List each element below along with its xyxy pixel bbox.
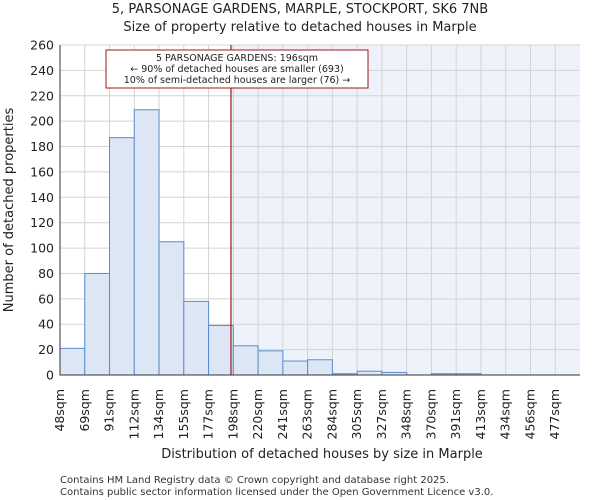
- y-tick-label: 140: [30, 190, 54, 205]
- x-axis-label: Distribution of detached houses by size …: [161, 447, 483, 462]
- x-tick-label: 155sqm: [176, 389, 191, 439]
- x-tick-label: 434sqm: [498, 389, 513, 439]
- footer-line-2: Contains public sector information licen…: [60, 487, 493, 498]
- annotation-line-2: ← 90% of detached houses are smaller (69…: [130, 64, 343, 75]
- bar: [59, 347, 86, 376]
- bar: [84, 272, 111, 376]
- y-tick-label: 120: [30, 215, 54, 230]
- y-tick-label: 0: [46, 368, 54, 383]
- x-tick-label: 456sqm: [522, 389, 537, 439]
- x-tick-label: 348sqm: [399, 389, 414, 439]
- y-tick-label: 20: [38, 342, 54, 357]
- x-tick-label: 69sqm: [77, 389, 92, 432]
- bar: [158, 241, 185, 376]
- x-tick-label: 391sqm: [448, 389, 463, 439]
- y-tick-label: 240: [30, 63, 54, 78]
- bar: [257, 350, 284, 376]
- highlight-region: [230, 45, 581, 375]
- bar: [307, 359, 333, 376]
- bar: [133, 109, 160, 376]
- bar: [232, 345, 259, 376]
- x-tick-label: 220sqm: [250, 389, 265, 439]
- y-tick-label: 100: [30, 241, 54, 256]
- y-tick-label: 220: [30, 88, 54, 103]
- x-tick-label: 112sqm: [126, 389, 141, 439]
- annotation-line-1: 5 PARSONAGE GARDENS: 196sqm: [156, 53, 318, 64]
- y-tick-label: 60: [38, 291, 54, 306]
- x-tick-label: 327sqm: [374, 389, 389, 439]
- chart-subtitle: Size of property relative to detached ho…: [123, 20, 476, 35]
- x-tick-label: 48sqm: [52, 389, 67, 432]
- y-tick-label: 180: [30, 139, 54, 154]
- x-tick-label: 413sqm: [473, 389, 488, 439]
- x-tick-label: 284sqm: [324, 389, 339, 439]
- x-tick-label: 370sqm: [423, 389, 438, 439]
- y-tick-label: 160: [30, 164, 54, 179]
- x-tick-label: 198sqm: [225, 389, 240, 439]
- x-tick-label: 477sqm: [547, 389, 562, 439]
- footer-line-1: Contains HM Land Registry data © Crown c…: [60, 475, 449, 486]
- y-tick-label: 200: [30, 114, 54, 129]
- bar: [356, 370, 383, 376]
- x-tick-label: 91sqm: [102, 389, 117, 432]
- annotation-line-3: 10% of semi-detached houses are larger (…: [124, 75, 351, 86]
- y-tick-label: 260: [30, 38, 54, 53]
- y-tick-label: 40: [38, 317, 54, 332]
- x-tick-label: 177sqm: [201, 389, 216, 439]
- x-tick-label: 305sqm: [349, 389, 364, 439]
- bar: [109, 137, 135, 376]
- bar: [208, 325, 234, 376]
- bar: [282, 360, 309, 376]
- y-tick-label: 80: [38, 266, 54, 281]
- x-tick-label: 241sqm: [275, 389, 290, 439]
- plot-area: 0 20 40 60 80 100 120 140 160 180 200 220 240 260 48sq…: [30, 38, 581, 439]
- bar: [183, 300, 210, 376]
- annotation-box: [105, 49, 369, 89]
- chart-title: 5, PARSONAGE GARDENS, MARPLE, STOCKPORT,…: [112, 2, 488, 17]
- y-axis-label: Number of detached properties: [2, 108, 17, 313]
- x-tick-label: 263sqm: [300, 389, 315, 439]
- x-tick-label: 134sqm: [151, 389, 166, 439]
